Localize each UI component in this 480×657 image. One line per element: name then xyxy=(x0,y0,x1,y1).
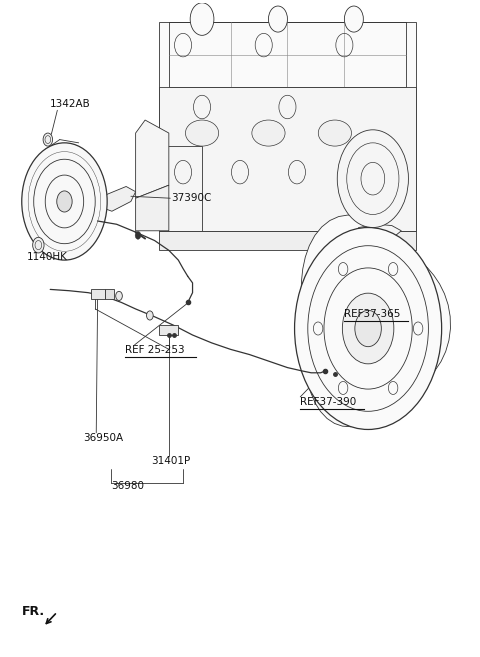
Text: 31401P: 31401P xyxy=(151,456,190,466)
Circle shape xyxy=(22,143,107,260)
Polygon shape xyxy=(159,146,202,231)
Circle shape xyxy=(355,310,381,347)
Circle shape xyxy=(268,6,288,32)
Circle shape xyxy=(146,311,153,320)
Polygon shape xyxy=(136,120,169,198)
Polygon shape xyxy=(359,224,401,240)
Text: 1140HK: 1140HK xyxy=(26,252,67,262)
Text: FR.: FR. xyxy=(22,605,45,618)
Circle shape xyxy=(342,293,394,364)
Polygon shape xyxy=(159,231,416,250)
Ellipse shape xyxy=(252,120,285,146)
Circle shape xyxy=(344,6,363,32)
Polygon shape xyxy=(159,22,416,231)
Circle shape xyxy=(116,291,122,300)
Polygon shape xyxy=(97,187,136,212)
Text: 1342AB: 1342AB xyxy=(50,99,91,109)
Circle shape xyxy=(33,237,44,253)
Circle shape xyxy=(57,191,72,212)
Circle shape xyxy=(295,227,442,430)
Ellipse shape xyxy=(185,120,219,146)
Polygon shape xyxy=(91,290,105,299)
Text: 36950A: 36950A xyxy=(84,433,123,443)
Circle shape xyxy=(190,3,214,35)
Circle shape xyxy=(337,130,408,227)
Text: REF 25-253: REF 25-253 xyxy=(125,345,185,355)
Polygon shape xyxy=(159,87,416,231)
Text: 37390C: 37390C xyxy=(171,193,212,203)
Polygon shape xyxy=(46,146,79,158)
Polygon shape xyxy=(105,290,114,299)
Text: REF37-390: REF37-390 xyxy=(300,397,357,407)
Polygon shape xyxy=(301,215,450,426)
Polygon shape xyxy=(136,185,169,231)
Circle shape xyxy=(43,133,53,146)
Polygon shape xyxy=(159,325,179,335)
Ellipse shape xyxy=(318,120,351,146)
Text: REF37-365: REF37-365 xyxy=(344,309,401,319)
Text: 36980: 36980 xyxy=(111,481,144,491)
Circle shape xyxy=(135,231,141,239)
